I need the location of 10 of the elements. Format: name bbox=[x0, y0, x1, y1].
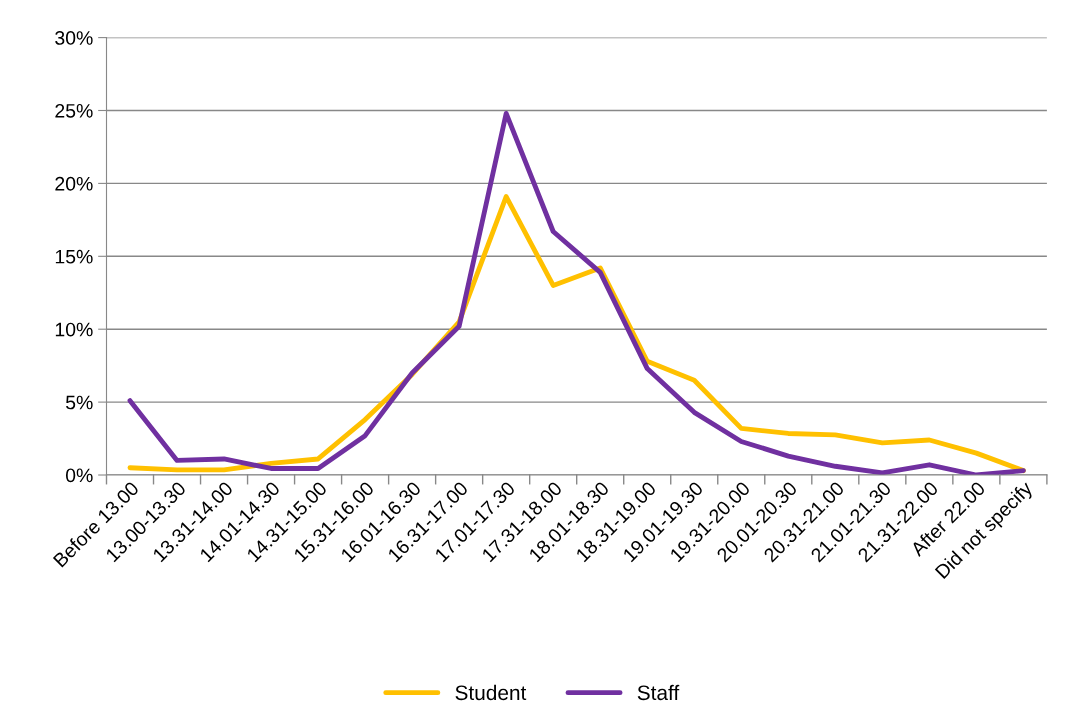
y-tick-label: 0% bbox=[65, 468, 93, 483]
legend-label: Student bbox=[455, 684, 527, 701]
legend-label: Staff bbox=[637, 684, 680, 701]
y-tick-label: 5% bbox=[65, 395, 93, 410]
y-tick-label: 30% bbox=[55, 31, 93, 45]
y-tick-label: 20% bbox=[55, 176, 93, 191]
line-series bbox=[127, 110, 1026, 476]
y-tick-label: 10% bbox=[55, 322, 93, 337]
y-tick-label: 15% bbox=[55, 249, 93, 264]
y-tick-label: 25% bbox=[55, 103, 93, 118]
